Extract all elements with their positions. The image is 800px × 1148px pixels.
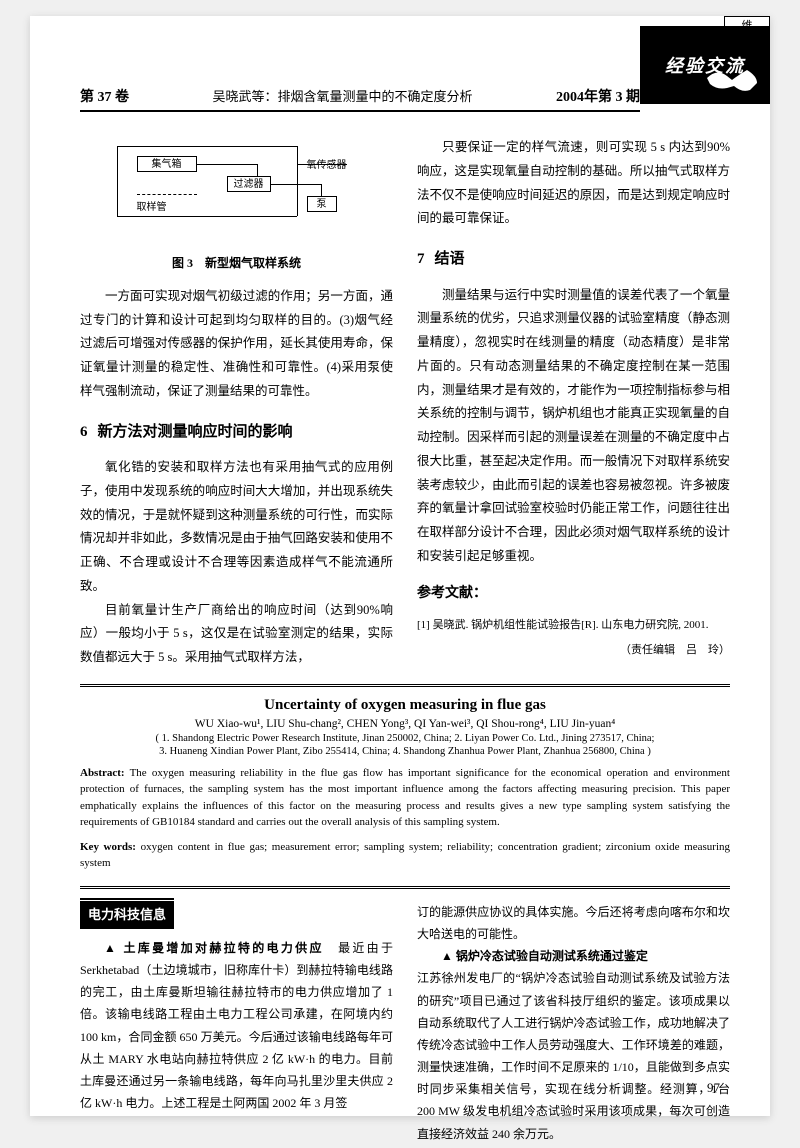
diagram-box-filter: 过滤器 xyxy=(227,176,271,192)
diagram-label-sampling-tube: 取样管 xyxy=(137,198,167,217)
english-affil-2: 3. Huaneng Xindian Power Plant, Zibo 255… xyxy=(80,746,730,757)
divider xyxy=(80,684,730,687)
news-item-1-title: 土库曼增加对赫拉特的电力供应 xyxy=(124,941,324,955)
news-section-heading: 电力科技信息 xyxy=(80,901,174,929)
english-authors: WU Xiao-wu¹, LIU Shu-chang², CHEN Yong³,… xyxy=(80,718,730,730)
abstract-label: Abstract: xyxy=(80,767,125,779)
keywords-label: Key words: xyxy=(80,841,136,853)
diagram-label-sensor: 氧传感器 xyxy=(307,156,347,175)
section-banner: 经验交流 xyxy=(640,26,770,104)
article-running-title: 吴晓武等：排烟含氧量测量中的不确定度分析 xyxy=(212,86,472,105)
right-column: 只要保证一定的样气流速，则可实现 5 s 内达到90%响应，这是实现氧量自动控制… xyxy=(417,136,730,670)
divider-2 xyxy=(80,886,730,889)
section-6-title: 新方法对测量响应时间的影响 xyxy=(98,424,293,440)
english-affil-1: ( 1. Shandong Electric Power Research In… xyxy=(80,733,730,744)
section-7-heading: 7结语 xyxy=(417,245,730,274)
para-left-1: 一方面可实现对烟气初级过滤的作用；另一方面，通过专门的计算和设计可起到均匀取样的… xyxy=(80,285,393,404)
news-item-2: 锅炉冷态试验自动测试系统通过鉴定江苏徐州发电厂的“锅炉冷态试验自动测试系统及试验… xyxy=(417,945,730,1145)
triangle-icon xyxy=(441,949,456,963)
section-7-title: 结语 xyxy=(435,251,465,267)
main-columns: 集气箱 取样管 过滤器 泵 氧传感器 图 3 xyxy=(80,136,730,670)
page: 维 经验交流 第 37 卷 吴晓武等：排烟含氧量测量中的不确定度分析 2004年… xyxy=(30,16,770,1116)
reference-1: [1] 吴晓武. 锅炉机组性能试验报告[R]. 山东电力研究院, 2001. xyxy=(439,615,730,636)
page-number: 97 xyxy=(707,1080,720,1096)
news-item-1-body: 最近由于 Serkhetabad（土边境城市，旧称库什卡）到赫拉特输电线路的完工… xyxy=(80,941,393,1110)
references-heading: 参考文献： xyxy=(417,581,730,608)
news-left-col: 电力科技信息 土库曼增加对赫拉特的电力供应 最近由于 Serkhetabad（土… xyxy=(80,901,393,1145)
running-header: 第 37 卷 吴晓武等：排烟含氧量测量中的不确定度分析 2004年第 3 期 xyxy=(80,86,640,112)
section-6-heading: 6新方法对测量响应时间的影响 xyxy=(80,418,393,447)
left-column: 集气箱 取样管 过滤器 泵 氧传感器 图 3 xyxy=(80,136,393,670)
figure-3: 集气箱 取样管 过滤器 泵 氧传感器 图 3 xyxy=(80,136,393,275)
diagram-box-collector: 集气箱 xyxy=(137,156,197,172)
news-item-2-title: 锅炉冷态试验自动测试系统通过鉴定 xyxy=(456,949,648,963)
triangle-icon xyxy=(104,941,124,955)
volume: 第 37 卷 xyxy=(80,86,129,106)
news-right-col: 订的能源供应协议的具体实施。今后还将考虑向喀布尔和坎大哈送电的可能性。 锅炉冷态… xyxy=(417,901,730,1145)
para-right-1: 只要保证一定的样气流速，则可实现 5 s 内达到90%响应，这是实现氧量自动控制… xyxy=(417,136,730,231)
english-title: Uncertainty of oxygen measuring in flue … xyxy=(80,697,730,714)
para-right-2: 测量结果与运行中实时测量值的误差代表了一个氧量测量系统的优劣，只追求测量仪器的试… xyxy=(417,284,730,569)
issue: 2004年第 3 期 xyxy=(556,86,640,106)
abstract-text: The oxygen measuring reliability in the … xyxy=(80,767,730,829)
keywords-text: oxygen content in flue gas; measurement … xyxy=(80,841,730,870)
news-item-1: 土库曼增加对赫拉特的电力供应 最近由于 Serkhetabad（土边境城市，旧称… xyxy=(80,937,393,1115)
handshake-icon xyxy=(702,58,762,98)
news-item-2-body: 江苏徐州发电厂的“锅炉冷态试验自动测试系统及试验方法的研究”项目已通过了该省科技… xyxy=(417,971,730,1140)
news-columns: 电力科技信息 土库曼增加对赫拉特的电力供应 最近由于 Serkhetabad（土… xyxy=(80,901,730,1145)
keywords: Key words: oxygen content in flue gas; m… xyxy=(80,839,730,872)
figure-3-caption: 图 3 新型烟气取样系统 xyxy=(80,252,393,275)
para-left-3: 目前氧量计生产厂商给出的响应时间（达到90%响应）一般均小于 5 s，这仅是在试… xyxy=(80,599,393,670)
para-left-2: 氧化锆的安装和取样方法也有采用抽气式的应用例子，使用中发现系统的响应时间大大增加… xyxy=(80,456,393,599)
diagram-box-pump: 泵 xyxy=(307,196,337,212)
abstract: Abstract: The oxygen measuring reliabili… xyxy=(80,765,730,831)
editor-note: （责任编辑 吕 玲） xyxy=(417,640,730,661)
news-item-1-cont: 订的能源供应协议的具体实施。今后还将考虑向喀布尔和坎大哈送电的可能性。 xyxy=(417,901,730,945)
